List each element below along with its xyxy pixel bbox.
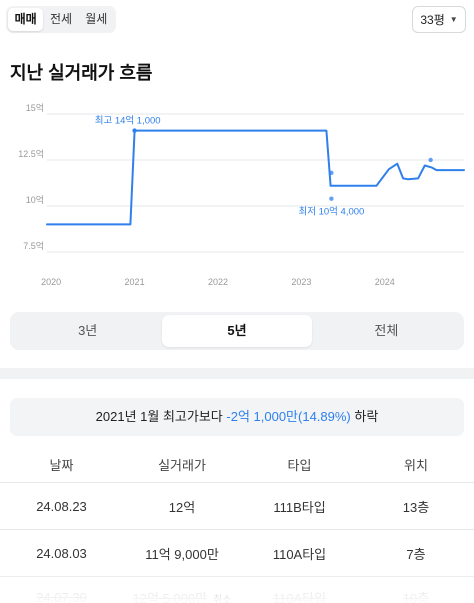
- row-floor: 7층: [406, 546, 426, 562]
- row-type: 111B타입: [273, 499, 326, 515]
- data-point: [329, 196, 334, 201]
- period-tabs: 3년 5년 전체: [10, 312, 464, 350]
- row-floor: 10층: [402, 590, 430, 603]
- chart-annotation: 최저 10억 4,000: [298, 206, 364, 218]
- data-point: [132, 128, 137, 133]
- y-tick-label: 15억: [26, 102, 44, 113]
- chevron-down-icon: ▼: [449, 15, 458, 24]
- deal-type-tabs: 매매 전세 월세: [6, 6, 116, 33]
- x-tick-label: 2024: [375, 277, 395, 287]
- row-price: 11억 9,000만: [145, 546, 219, 562]
- y-tick-label: 10억: [26, 194, 44, 205]
- summary-highlight: -2억 1,000만(14.89%): [226, 409, 351, 424]
- table-row[interactable]: 24.07.30 12억 5,000만 취소 110A타입 10층: [0, 577, 474, 603]
- data-point: [329, 170, 334, 176]
- table-row[interactable]: 24.08.23 12억 111B타입 13층: [0, 483, 474, 530]
- row-type: 110A타입: [272, 546, 327, 562]
- row-date: 24.08.03: [36, 545, 87, 561]
- cancelled-badge: 취소: [213, 594, 232, 603]
- price-change-summary: 2021년 1월 최고가보다 -2억 1,000만(14.89%) 하락: [10, 398, 464, 436]
- x-tick-label: 2021: [125, 277, 145, 287]
- row-price: 12억: [168, 499, 196, 515]
- section-title: 지난 실거래가 흐름: [10, 63, 153, 83]
- header-type: 타입: [287, 457, 312, 473]
- header-floor: 위치: [404, 457, 428, 473]
- table-header: 날짜 실거래가 타입 위치: [0, 446, 474, 483]
- row-type: 110A타입: [272, 590, 327, 603]
- row-floor: 13층: [402, 499, 430, 515]
- x-tick-label: 2023: [291, 277, 311, 287]
- price-series-line: [46, 129, 465, 226]
- row-price: 12억 5,000만: [132, 590, 208, 603]
- x-tick-label: 2022: [208, 277, 228, 287]
- row-date: 24.08.23: [36, 498, 87, 514]
- table-row[interactable]: 24.08.03 11억 9,000만 110A타입 7층: [0, 530, 474, 577]
- header-price: 실거래가: [158, 457, 206, 473]
- header-date: 날짜: [49, 457, 74, 473]
- tab-3-years[interactable]: 3년: [78, 323, 98, 338]
- summary-prefix: 2021년 1월 최고가보다: [95, 409, 227, 424]
- section-divider: [0, 368, 474, 379]
- row-date: 24.07.30: [36, 589, 87, 603]
- transaction-table: 날짜 실거래가 타입 위치 24.08.23 12억 111B타입 13층 24…: [0, 446, 474, 603]
- data-point: [428, 157, 433, 163]
- chart-annotation: 최고 14억 1,000: [95, 115, 161, 127]
- area-select[interactable]: 33평 ▼: [412, 6, 466, 33]
- summary-suffix: 하락: [350, 409, 379, 424]
- y-tick-label: 7.5억: [23, 240, 44, 251]
- tab-sale[interactable]: 매매: [8, 8, 44, 31]
- tab-5-years[interactable]: 5년: [162, 315, 312, 347]
- tab-all[interactable]: 전체: [374, 323, 399, 338]
- x-tick-label: 2020: [41, 277, 61, 287]
- price-history-chart: 7.5억 10억 12.5억 15억 2020 2021 2022 2023 2024 최고 14…: [18, 102, 465, 287]
- tab-jeonse[interactable]: 전세: [49, 12, 73, 26]
- row-price-cell: 12억 5,000만 취소: [123, 588, 241, 603]
- tab-monthly-rent[interactable]: 월세: [85, 12, 108, 26]
- area-select-value: 33평: [420, 13, 445, 27]
- y-tick-label: 12.5억: [18, 148, 44, 159]
